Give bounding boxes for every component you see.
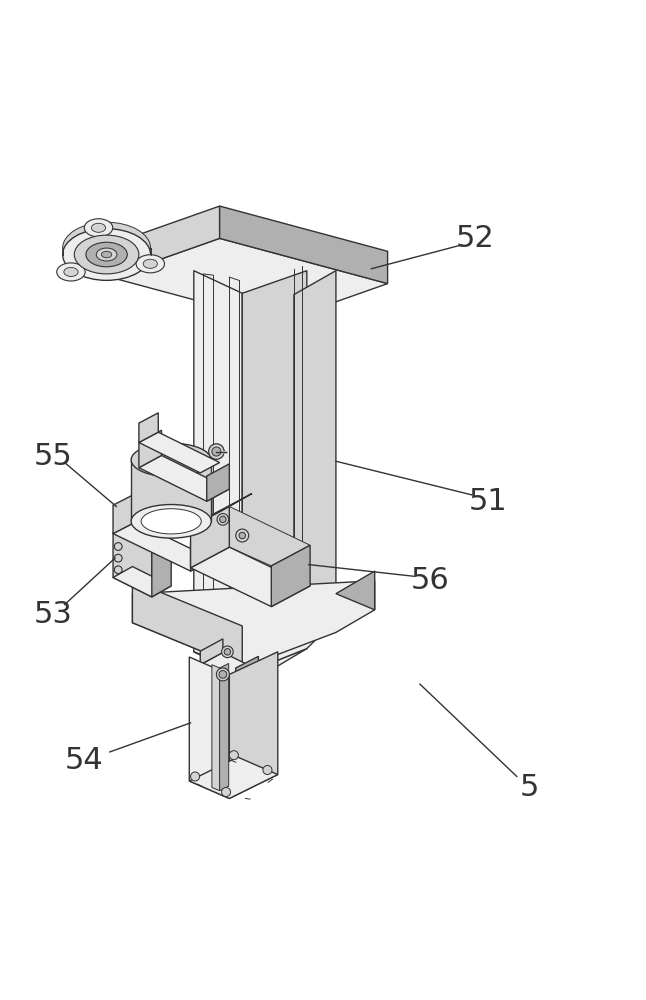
Ellipse shape (219, 671, 227, 678)
Text: 5: 5 (520, 773, 539, 802)
Polygon shape (139, 430, 162, 468)
Polygon shape (194, 271, 242, 674)
Ellipse shape (136, 255, 165, 273)
Polygon shape (152, 540, 171, 597)
Polygon shape (110, 238, 388, 322)
Text: 55: 55 (34, 442, 72, 471)
Ellipse shape (86, 242, 127, 267)
Ellipse shape (191, 772, 200, 781)
Text: 56: 56 (410, 566, 449, 595)
Polygon shape (294, 271, 336, 643)
Ellipse shape (212, 447, 221, 456)
Polygon shape (189, 757, 278, 798)
Polygon shape (220, 206, 388, 284)
Ellipse shape (57, 263, 85, 281)
Ellipse shape (131, 505, 211, 538)
Ellipse shape (224, 649, 231, 655)
Polygon shape (113, 532, 152, 597)
Ellipse shape (96, 248, 117, 261)
Polygon shape (110, 206, 220, 277)
Polygon shape (139, 432, 220, 473)
Polygon shape (113, 494, 136, 534)
Ellipse shape (216, 668, 229, 681)
Polygon shape (132, 581, 375, 668)
Polygon shape (242, 620, 336, 674)
Text: 52: 52 (455, 224, 494, 253)
Polygon shape (191, 495, 213, 527)
Ellipse shape (263, 766, 272, 775)
Ellipse shape (220, 516, 226, 523)
Polygon shape (191, 494, 252, 527)
Polygon shape (131, 460, 211, 521)
Polygon shape (242, 594, 336, 632)
Polygon shape (207, 464, 229, 501)
Ellipse shape (84, 219, 112, 237)
Polygon shape (336, 571, 375, 610)
Polygon shape (200, 652, 258, 682)
Polygon shape (212, 665, 220, 791)
Ellipse shape (217, 514, 229, 525)
Ellipse shape (131, 443, 211, 477)
Ellipse shape (143, 259, 158, 268)
Ellipse shape (63, 229, 151, 280)
Polygon shape (236, 656, 258, 682)
Ellipse shape (91, 223, 105, 232)
Polygon shape (271, 545, 310, 607)
Ellipse shape (222, 646, 233, 658)
Ellipse shape (229, 751, 238, 760)
Ellipse shape (101, 251, 112, 258)
Ellipse shape (64, 267, 78, 276)
Polygon shape (113, 567, 171, 597)
Polygon shape (189, 657, 229, 798)
Polygon shape (200, 639, 223, 665)
Text: 53: 53 (34, 600, 72, 629)
Polygon shape (194, 649, 307, 678)
Polygon shape (191, 531, 213, 571)
Polygon shape (113, 522, 213, 571)
Polygon shape (191, 547, 310, 607)
Polygon shape (191, 506, 229, 568)
Polygon shape (139, 413, 158, 443)
Text: 51: 51 (468, 487, 507, 516)
Ellipse shape (239, 532, 245, 539)
Ellipse shape (141, 509, 202, 534)
Ellipse shape (222, 787, 231, 797)
Text: 54: 54 (65, 746, 103, 775)
Polygon shape (220, 663, 229, 791)
Ellipse shape (209, 444, 224, 459)
Ellipse shape (63, 222, 151, 274)
Polygon shape (229, 652, 278, 798)
Ellipse shape (74, 235, 139, 274)
Polygon shape (139, 455, 229, 501)
Polygon shape (132, 581, 242, 668)
Ellipse shape (236, 529, 249, 542)
Polygon shape (242, 271, 307, 674)
Polygon shape (229, 506, 310, 566)
